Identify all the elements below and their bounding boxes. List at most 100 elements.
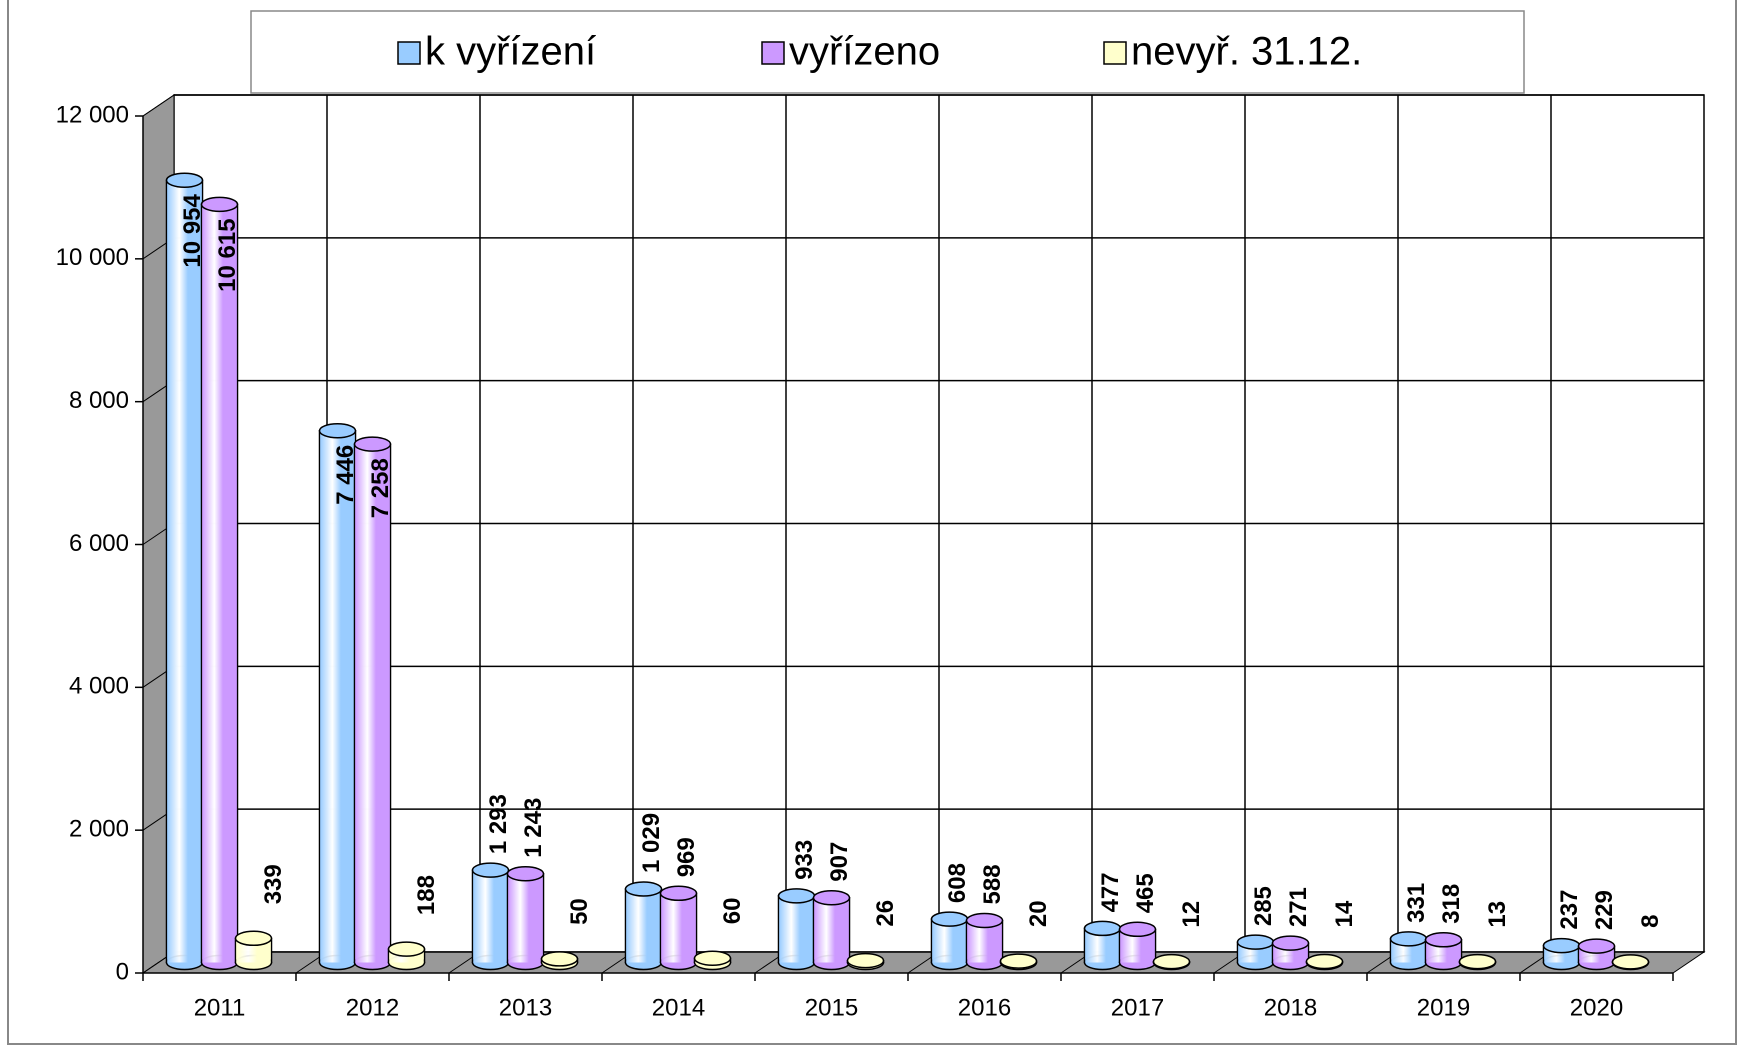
cylinder-top	[353, 436, 392, 452]
legend-label: vyřízeno	[789, 30, 940, 74]
cylinder-top	[1083, 920, 1122, 937]
x-tick-label: 2013	[499, 994, 552, 1021]
bar	[506, 865, 545, 971]
x-tick-label: 2011	[194, 994, 246, 1021]
data-label: 1 029	[638, 813, 665, 873]
y-tick-label: 0	[116, 958, 129, 985]
y-tick-label: 8 000	[69, 387, 129, 414]
legend-swatch	[761, 41, 785, 65]
data-label: 237	[1556, 890, 1583, 930]
data-label: 229	[1591, 890, 1618, 930]
cylinder-top	[234, 930, 273, 947]
data-label: 188	[413, 875, 440, 915]
data-label: 60	[719, 898, 746, 925]
cylinder-top	[318, 422, 357, 439]
data-label: 588	[979, 864, 1006, 904]
x-tick-label: 2017	[1111, 994, 1164, 1021]
cylinder-fill	[779, 895, 814, 963]
cylinder-top	[999, 953, 1038, 969]
cylinder-top	[693, 950, 732, 966]
cylinder-top	[540, 951, 579, 967]
cylinder-top	[1542, 937, 1581, 954]
x-tick-label: 2014	[652, 994, 705, 1021]
y-tick-label: 12 000	[56, 101, 129, 128]
cylinder-top	[930, 911, 969, 927]
cylinder-top	[659, 885, 698, 902]
bar	[846, 952, 885, 971]
cylinder-fill	[167, 180, 202, 963]
legend-label: k vyřízení	[425, 30, 596, 74]
cylinder-fill	[508, 873, 543, 963]
bar	[659, 885, 698, 971]
data-label: 465	[1132, 873, 1159, 913]
y-tick-label: 6 000	[69, 530, 129, 557]
bar	[540, 951, 579, 971]
legend-box	[250, 10, 1525, 94]
cylinder-top	[812, 889, 851, 906]
bar	[812, 889, 851, 971]
cylinder-fill	[814, 897, 849, 963]
bar	[318, 422, 357, 971]
bar	[1542, 937, 1581, 971]
bar	[200, 196, 239, 971]
data-label: 8	[1637, 915, 1664, 928]
bar	[999, 953, 1038, 971]
x-tick-label: 2012	[346, 994, 399, 1021]
cylinder-fill	[202, 204, 237, 963]
cylinder-top	[1389, 931, 1428, 947]
bar	[165, 172, 204, 971]
cylinder-top	[624, 881, 663, 897]
data-label: 10 615	[214, 218, 241, 291]
data-label: 26	[872, 900, 899, 927]
data-label: 318	[1438, 884, 1465, 924]
data-label: 271	[1285, 887, 1312, 927]
cylinder-top	[387, 941, 426, 957]
y-tick-label: 2 000	[69, 816, 129, 843]
bar	[693, 950, 732, 971]
bar	[1236, 934, 1275, 971]
cylinder-top	[165, 172, 204, 188]
cylinder-top	[965, 912, 1004, 929]
cylinder-fill	[473, 870, 508, 963]
cylinder-top	[846, 952, 885, 969]
x-tick-label: 2019	[1417, 994, 1470, 1021]
bar	[1118, 921, 1157, 971]
cylinder-top	[1424, 932, 1463, 948]
bar	[624, 881, 663, 971]
data-label: 1 243	[520, 798, 547, 858]
bar	[1424, 932, 1463, 971]
y-tick-label: 10 000	[56, 244, 129, 271]
x-tick-label: 2018	[1264, 994, 1317, 1021]
cylinder-top	[506, 865, 545, 882]
frame	[7, 0, 1737, 1045]
data-label: 969	[673, 837, 700, 877]
cylinder-top	[471, 862, 510, 878]
cylinder-fill	[320, 430, 355, 963]
data-label: 933	[791, 840, 818, 880]
y-tick-label: 4 000	[69, 673, 129, 700]
bar	[1458, 953, 1497, 971]
bar	[353, 436, 392, 971]
data-label: 14	[1331, 900, 1358, 927]
cylinder-top	[1611, 954, 1650, 970]
data-label: 13	[1484, 901, 1511, 928]
data-label: 1 293	[485, 794, 512, 854]
bar	[1611, 954, 1650, 971]
cylinder-top	[1577, 938, 1616, 954]
data-label: 7 258	[367, 458, 394, 518]
bar	[1083, 920, 1122, 971]
cylinder-top	[200, 196, 239, 213]
cylinder-top	[777, 888, 816, 904]
data-label: 608	[944, 863, 971, 903]
x-tick-label: 2015	[805, 994, 858, 1021]
side-grid-line	[142, 94, 175, 117]
data-label: 50	[566, 898, 593, 925]
cylinder-fill	[626, 889, 661, 963]
legend-swatch	[1103, 41, 1127, 65]
bar	[1389, 931, 1428, 971]
bar	[1577, 938, 1616, 971]
cylinder-top	[1271, 935, 1310, 951]
cylinder-top	[1236, 934, 1275, 950]
legend-label: nevyř. 31.12.	[1131, 30, 1362, 74]
legend-swatch	[397, 41, 421, 65]
